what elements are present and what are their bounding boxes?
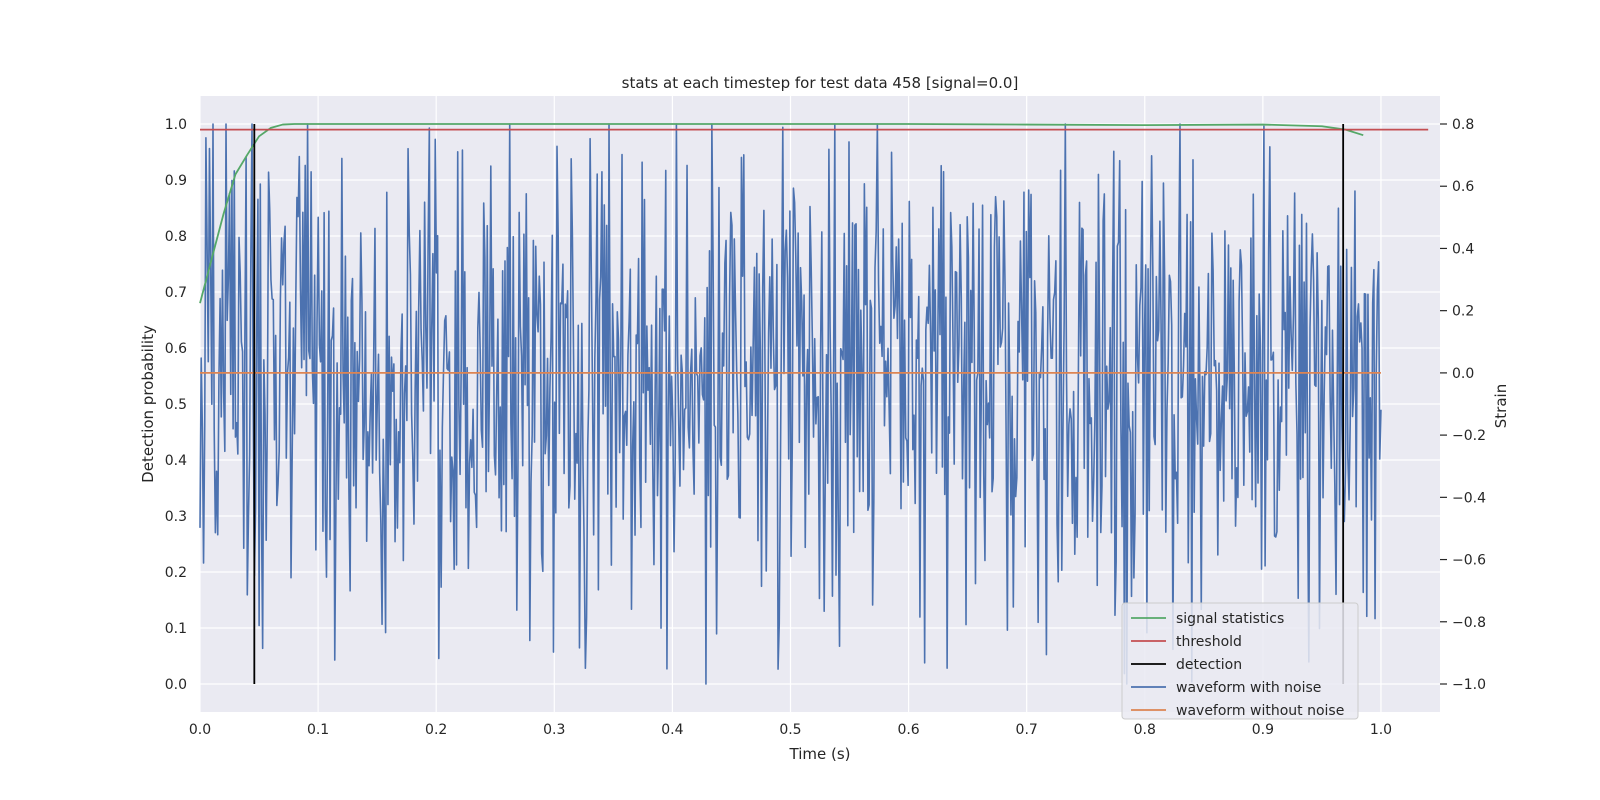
x-axis-title: Time (s) <box>789 745 851 763</box>
x-tick-label: 0.1 <box>307 722 329 738</box>
y-tick-label: 0.5 <box>165 397 187 413</box>
legend-label: threshold <box>1176 634 1242 650</box>
legend-label: waveform with noise <box>1176 680 1321 696</box>
legend: signal statistics threshold detection wavef… <box>1121 602 1359 720</box>
legend-label: waveform without noise <box>1176 703 1344 719</box>
y-tick-label: 0.2 <box>165 565 187 581</box>
x-tick-label: 0.2 <box>425 722 447 738</box>
y-tick-label: 1.0 <box>165 117 187 133</box>
chart-title: stats at each timestep for test data 458… <box>622 74 1019 92</box>
x-tick-label: 0.0 <box>189 722 211 738</box>
y2-tick-label: −0.2 <box>1452 428 1486 444</box>
x-ticks: 0.0 0.1 0.2 0.3 0.4 0.5 0.6 0.7 0.8 0.9 1.0 <box>189 722 1392 738</box>
waveform-with-noise-line <box>199 123 1382 685</box>
x-tick-label: 0.6 <box>897 722 919 738</box>
legend-items: signal statistics threshold detection wavef… <box>1131 611 1344 719</box>
y2-tick-label: −0.4 <box>1452 490 1486 506</box>
y-tick-label: 0.8 <box>165 229 187 245</box>
y-tick-label: 0.6 <box>165 341 187 357</box>
y2-ticks: −1.0 −0.8 −0.6 −0.4 −0.2 0.0 0.2 0.4 0.6 0.8 <box>1440 117 1486 693</box>
y-tick-label: 0.9 <box>165 173 187 189</box>
x-tick-label: 0.5 <box>779 722 801 738</box>
legend-frame <box>1121 602 1359 720</box>
y2-tick-label: 0.0 <box>1452 366 1474 382</box>
y2-tick-label: −1.0 <box>1452 677 1486 693</box>
x-tick-label: 0.8 <box>1134 722 1156 738</box>
y-ticks: 0.0 0.1 0.2 0.3 0.4 0.5 0.6 0.7 0.8 0.9 1.0 <box>165 117 187 693</box>
x-tick-label: 0.3 <box>543 722 565 738</box>
y-tick-label: 0.1 <box>165 621 187 637</box>
x-tick-label: 0.7 <box>1016 722 1038 738</box>
y2-tick-label: 0.6 <box>1452 179 1474 195</box>
x-tick-label: 1.0 <box>1370 722 1392 738</box>
y2-tick-label: −0.6 <box>1452 553 1486 569</box>
signal-statistics-line <box>199 123 1364 304</box>
y-axis-title: Detection probability <box>139 325 157 483</box>
y2-tick-label: 0.4 <box>1452 241 1474 257</box>
x-tick-label: 0.4 <box>661 722 683 738</box>
y2-tick-label: 0.8 <box>1452 117 1474 133</box>
y2-tick-label: 0.2 <box>1452 304 1474 320</box>
y2-axis-title: Strain <box>1492 384 1510 428</box>
legend-label: signal statistics <box>1176 611 1284 627</box>
y2-tick-label: −0.8 <box>1452 615 1486 631</box>
y-tick-label: 0.7 <box>165 285 187 301</box>
y-tick-label: 0.3 <box>165 509 187 525</box>
x-tick-label: 0.9 <box>1252 722 1274 738</box>
y-tick-label: 0.4 <box>165 453 187 469</box>
y-tick-label: 0.0 <box>165 677 187 693</box>
legend-label: detection <box>1176 657 1242 673</box>
series-layer <box>199 123 1429 685</box>
